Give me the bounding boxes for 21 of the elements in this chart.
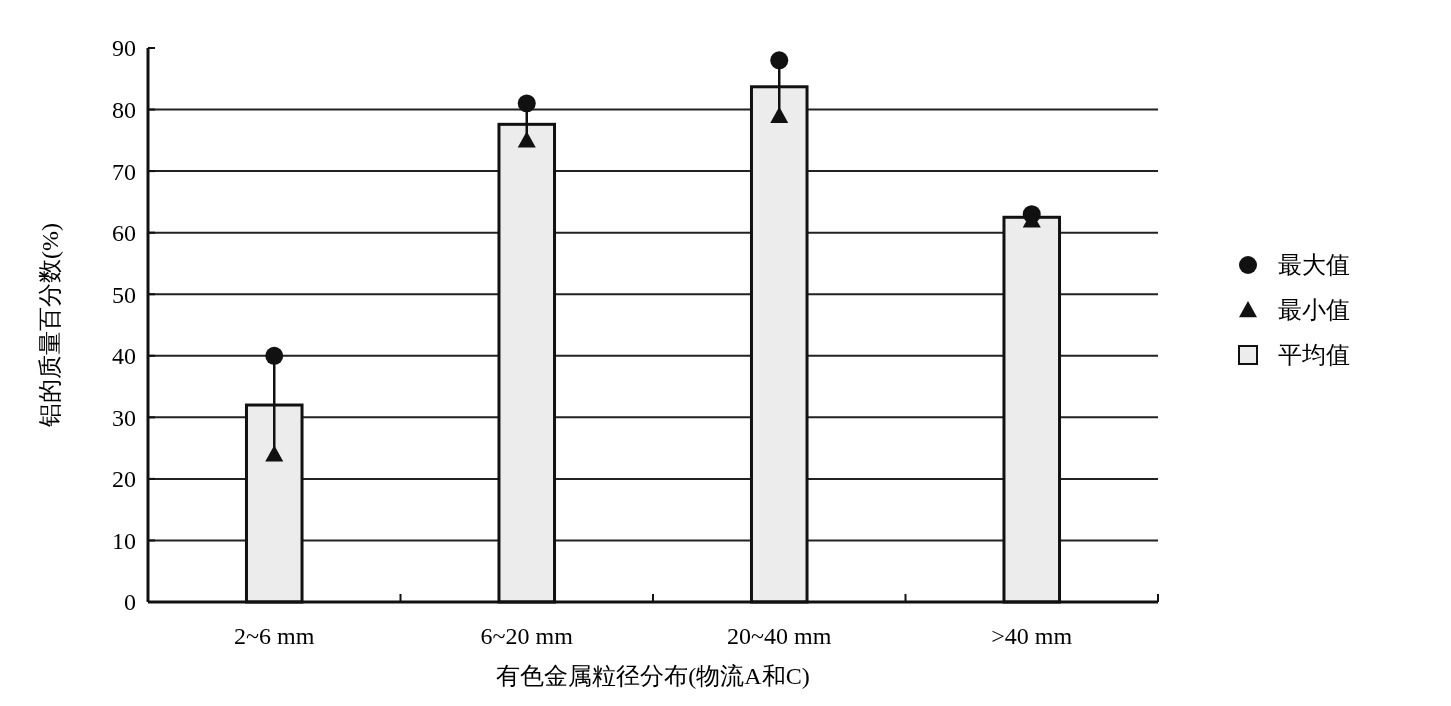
point bbox=[517, 131, 536, 148]
legend-label: 最小值 bbox=[1278, 297, 1350, 324]
point bbox=[517, 94, 536, 113]
x-axis-title: 有色金属粒径分布(物流A和C) bbox=[496, 663, 810, 689]
y-tick-label: 10 bbox=[112, 527, 136, 554]
y-tick-label: 90 bbox=[112, 35, 136, 62]
legend-label: 最大值 bbox=[1278, 252, 1350, 279]
y-tick-label: 60 bbox=[112, 220, 136, 247]
x-tick-label: 20~40 mm bbox=[727, 623, 832, 649]
y-tick-label: 80 bbox=[112, 96, 136, 123]
y-axis-title: 铝的质量百分数(%) bbox=[37, 223, 63, 428]
y-tick-label: 70 bbox=[112, 158, 136, 185]
y-tick-label: 50 bbox=[112, 281, 136, 308]
legend-label: 平均值 bbox=[1278, 342, 1350, 369]
x-tick-label: >40 mm bbox=[991, 623, 1073, 649]
y-tick-label: 40 bbox=[112, 343, 136, 370]
y-tick-label: 20 bbox=[112, 466, 136, 493]
x-tick-label: 6~20 mm bbox=[480, 623, 574, 649]
y-tick-label: 0 bbox=[124, 589, 136, 616]
y-tick-label: 30 bbox=[112, 404, 136, 431]
x-tick-label: 2~6 mm bbox=[234, 623, 315, 649]
